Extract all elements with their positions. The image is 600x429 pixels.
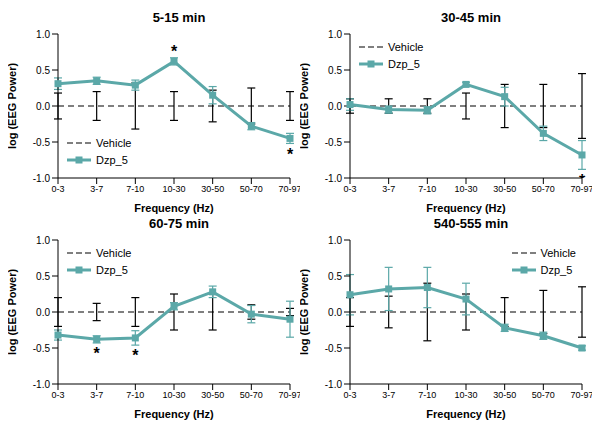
html-text:Dzp_5: Dzp_5	[96, 263, 128, 276]
svg-text:-0.5: -0.5	[33, 343, 51, 354]
svg-text:log (EEG Power): log (EEG Power)	[8, 269, 18, 356]
svg-text:3-7: 3-7	[382, 184, 395, 194]
html-text:5-15 min: 5-15 min	[152, 10, 206, 25]
svg-text:0.0: 0.0	[328, 307, 342, 318]
svg-text:1.0: 1.0	[328, 29, 342, 40]
html-text:Dzp_5: Dzp_5	[388, 57, 420, 70]
svg-text:70-97: 70-97	[278, 390, 300, 400]
svg-text:3-7: 3-7	[90, 390, 103, 400]
svg-text:-0.5: -0.5	[325, 343, 343, 354]
svg-text:1.0: 1.0	[36, 29, 50, 40]
html-text:30-45 min: 30-45 min	[441, 10, 501, 25]
svg-text:7-10: 7-10	[126, 390, 144, 400]
svg-text:log (EEG Power): log (EEG Power)	[300, 269, 310, 356]
svg-text:1.0: 1.0	[328, 235, 342, 246]
svg-text:10-30: 10-30	[454, 184, 477, 194]
svg-text:Frequency (Hz): Frequency (Hz)	[426, 202, 506, 214]
svg-text:50-70: 50-70	[532, 184, 555, 194]
svg-text:0.0: 0.0	[36, 307, 50, 318]
svg-text:50-70: 50-70	[240, 184, 263, 194]
svg-text:log (EEG Power): log (EEG Power)	[300, 63, 310, 150]
html-text:Dzp_5: Dzp_5	[96, 153, 128, 166]
html-text:540-555 min: 540-555 min	[433, 216, 509, 231]
html-text:Vehicle: Vehicle	[388, 40, 424, 53]
svg-text:3-7: 3-7	[90, 184, 103, 194]
svg-text:*: *	[579, 172, 586, 178]
svg-text:0.5: 0.5	[36, 65, 50, 76]
html-text:Vehicle: Vehicle	[96, 136, 132, 149]
svg-text:50-70: 50-70	[240, 390, 263, 400]
svg-text:-1.0: -1.0	[325, 173, 343, 184]
svg-text:30-50: 30-50	[201, 184, 224, 194]
svg-text:0.0: 0.0	[36, 101, 50, 112]
svg-text:30-50: 30-50	[201, 390, 224, 400]
svg-text:50-70: 50-70	[532, 390, 555, 400]
svg-text:Frequency (Hz): Frequency (Hz)	[426, 408, 506, 420]
svg-text:30-50: 30-50	[493, 184, 516, 194]
svg-text:0-3: 0-3	[51, 184, 64, 194]
svg-text:*: *	[94, 345, 101, 362]
svg-text:0.5: 0.5	[328, 271, 342, 282]
svg-text:70-97: 70-97	[570, 390, 592, 400]
svg-text:30-50: 30-50	[493, 390, 516, 400]
html-text:Dzp_5: Dzp_5	[540, 263, 573, 276]
svg-text:-0.5: -0.5	[325, 137, 343, 148]
svg-text:*: *	[287, 146, 294, 163]
svg-text:0.0: 0.0	[328, 101, 342, 112]
svg-text:Frequency (Hz): Frequency (Hz)	[134, 202, 214, 214]
svg-text:1.0: 1.0	[36, 235, 50, 246]
svg-text:10-30: 10-30	[162, 390, 185, 400]
svg-text:10-30: 10-30	[162, 184, 185, 194]
svg-text:0-3: 0-3	[343, 390, 356, 400]
svg-text:*: *	[132, 347, 139, 364]
svg-text:0.5: 0.5	[328, 65, 342, 76]
html-text:Vehicle: Vehicle	[540, 246, 576, 259]
svg-text:-1.0: -1.0	[325, 379, 343, 390]
svg-text:-0.5: -0.5	[33, 137, 51, 148]
svg-text:0.5: 0.5	[36, 271, 50, 282]
svg-text:7-10: 7-10	[418, 184, 436, 194]
svg-text:*: *	[171, 43, 178, 60]
svg-text:70-97: 70-97	[278, 184, 300, 194]
svg-text:70-97: 70-97	[570, 184, 592, 194]
svg-text:0-3: 0-3	[51, 390, 64, 400]
html-text:Vehicle: Vehicle	[96, 246, 132, 259]
svg-text:3-7: 3-7	[382, 390, 395, 400]
html-text:60-75 min: 60-75 min	[149, 216, 209, 231]
svg-text:7-10: 7-10	[418, 390, 436, 400]
svg-text:-1.0: -1.0	[33, 173, 51, 184]
svg-text:7-10: 7-10	[126, 184, 144, 194]
svg-text:-1.0: -1.0	[33, 379, 51, 390]
svg-text:10-30: 10-30	[454, 390, 477, 400]
svg-text:0-3: 0-3	[343, 184, 356, 194]
svg-text:log (EEG Power): log (EEG Power)	[8, 63, 18, 150]
svg-text:Frequency (Hz): Frequency (Hz)	[134, 408, 214, 420]
